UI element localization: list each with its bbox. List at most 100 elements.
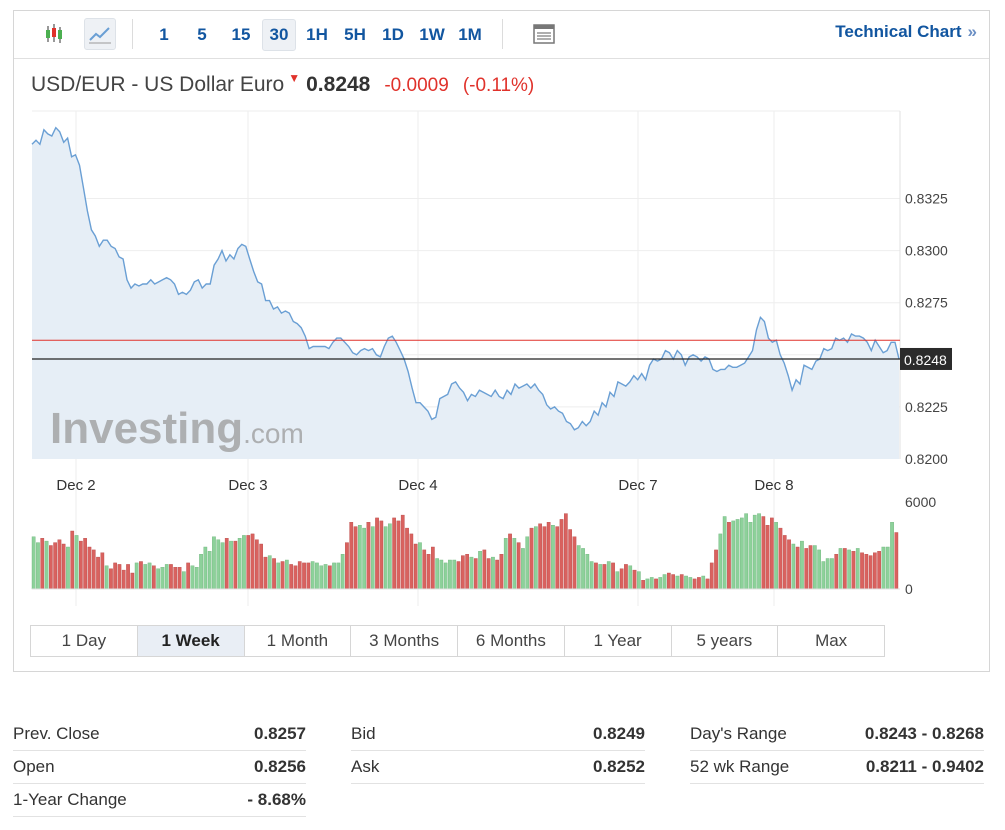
volume-bar <box>177 567 182 590</box>
technical-chart-link[interactable]: Technical Chart » <box>835 22 977 42</box>
volume-bar <box>709 562 714 590</box>
volume-bar <box>169 564 173 590</box>
volume-bar <box>654 578 658 590</box>
volume-bar <box>744 513 748 590</box>
volume-bar <box>40 538 45 590</box>
volume-bar <box>838 548 843 590</box>
volume-bar <box>675 575 680 590</box>
volume-bar <box>44 540 49 590</box>
price-change: -0.0009 <box>384 75 449 96</box>
range-selector: 1 Day 1 Week 1 Month 3 Months 6 Months 1 Year… <box>30 625 885 657</box>
volume-bar <box>91 549 96 590</box>
price-change-percent: (-0.11%) <box>462 75 535 96</box>
volume-bar <box>628 565 633 590</box>
volume-bar <box>843 548 847 590</box>
volume-bar <box>791 543 796 590</box>
range-1-year[interactable]: 1 Year <box>565 626 672 656</box>
volume-bar <box>602 564 607 590</box>
price-chart[interactable]: Investing.com 0.8325 0.8300 0.8275 0.8225 0.8… <box>14 11 989 611</box>
volume-bar <box>761 516 766 590</box>
volume-bar <box>345 542 349 590</box>
range-1-month[interactable]: 1 Month <box>245 626 352 656</box>
volume-bar <box>594 562 598 590</box>
volume-bar <box>800 540 804 590</box>
stat-value: 0.8243 - 0.8268 <box>864 724 984 743</box>
volume-bar <box>684 575 688 590</box>
volume-bar <box>134 562 139 590</box>
volume-bar <box>49 545 53 590</box>
line-chart-icon[interactable] <box>84 18 116 50</box>
volume-bar <box>220 542 225 590</box>
volume-bar <box>173 567 178 590</box>
volume-bar <box>285 559 289 590</box>
volume-bar <box>237 538 242 590</box>
volume-bar <box>190 565 195 590</box>
volume-bar <box>722 516 727 590</box>
interval-button-30[interactable]: 30 <box>262 19 296 51</box>
volume-bar <box>254 539 259 590</box>
interval-button-1w[interactable]: 1W <box>419 25 445 44</box>
down-arrow-icon: ▼ <box>288 71 301 85</box>
volume-bar <box>508 533 512 590</box>
volume-bar <box>160 567 165 590</box>
volume-bar <box>658 577 663 590</box>
y-tick-label: 0.8275 <box>905 295 948 311</box>
interval-button-1d[interactable]: 1D <box>382 25 404 44</box>
volume-bar <box>740 517 744 590</box>
interval-button-1m[interactable]: 1M <box>458 25 482 44</box>
volume-bar <box>336 562 341 590</box>
volume-bar <box>439 559 444 590</box>
volume-bar <box>422 549 427 590</box>
y-tick-label: 0.8300 <box>905 243 948 259</box>
volume-bar <box>868 555 873 590</box>
volume-bar <box>499 554 504 590</box>
volume-bar <box>57 539 62 590</box>
volume-bar <box>804 548 809 590</box>
volume-bar <box>877 551 881 590</box>
volume-bar <box>224 538 229 590</box>
volume-bar <box>400 514 405 590</box>
toolbar-divider <box>132 19 133 49</box>
stat-label: Prev. Close <box>13 724 100 743</box>
volume-bar <box>306 562 311 590</box>
interval-button-15[interactable]: 15 <box>231 25 251 44</box>
volume-bar <box>199 554 203 590</box>
volume-bar <box>83 538 87 590</box>
interval-button-5h[interactable]: 5H <box>344 25 366 44</box>
chart-widget: 1 5 15 30 1H 5H 1D 1W 1M Technical Chart» USD/EU… <box>13 10 990 672</box>
volume-bar <box>890 522 894 590</box>
range-max[interactable]: Max <box>815 631 848 650</box>
range-1-day[interactable]: 1 Day <box>31 626 138 656</box>
x-tick-label: Dec 2 <box>56 477 95 494</box>
volume-bar <box>448 559 452 590</box>
range-1-week[interactable]: 1 Week <box>137 626 245 656</box>
volume-bar <box>495 559 499 590</box>
interval-button-1[interactable]: 1 <box>159 25 169 44</box>
volume-bar <box>714 549 718 590</box>
volume-bar <box>353 526 358 590</box>
volume-y-tick-label: 6000 <box>905 494 936 510</box>
stat-label: Ask <box>351 757 380 776</box>
volume-bar <box>250 533 255 590</box>
volume-bar <box>521 548 525 590</box>
volume-bar <box>392 517 396 590</box>
range-5-years[interactable]: 5 years <box>672 626 779 656</box>
volume-bar <box>104 565 109 590</box>
volume-bar <box>770 517 774 590</box>
quote-header: USD/EUR - US Dollar Euro ▼ 0.8248 -0.0009 (-… <box>31 71 535 97</box>
x-tick-label: Dec 8 <box>754 477 793 494</box>
stat-label: 1-Year Change <box>13 790 127 809</box>
volume-bar <box>748 522 753 590</box>
range-6-months[interactable]: 6 Months <box>458 626 565 656</box>
range-3-months[interactable]: 3 Months <box>351 626 458 656</box>
table-icon[interactable] <box>528 18 560 50</box>
interval-button-1h[interactable]: 1H <box>306 25 328 44</box>
candlestick-icon[interactable] <box>40 18 72 50</box>
interval-button-5[interactable]: 5 <box>197 25 207 44</box>
volume-bar <box>525 536 530 590</box>
volume-bar <box>534 526 538 590</box>
volume-bar <box>443 562 448 590</box>
stat-label: Day's Range <box>690 724 787 743</box>
volume-bar <box>503 538 508 590</box>
stat-value: - 8.68% <box>247 790 306 809</box>
